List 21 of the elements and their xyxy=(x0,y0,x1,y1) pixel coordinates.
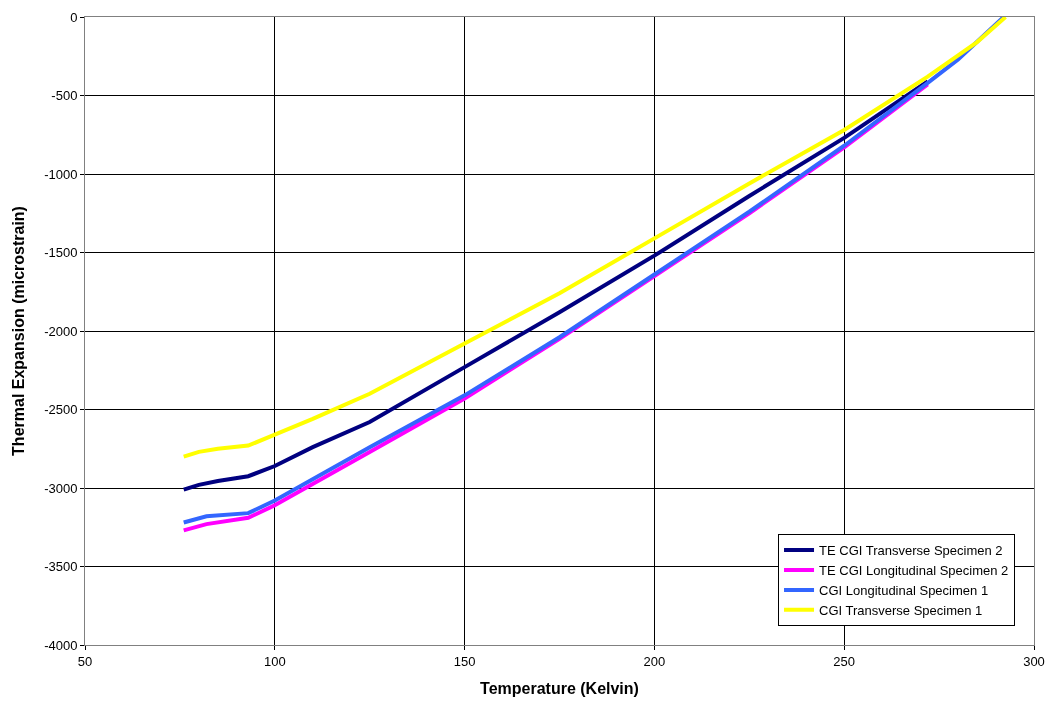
y-tick-label: -500 xyxy=(51,88,78,104)
x-tick-label: 250 xyxy=(833,653,856,669)
y-tick-label: -2500 xyxy=(44,402,78,418)
x-axis-title: Temperature (Kelvin) xyxy=(480,680,639,698)
x-tick-label: 100 xyxy=(263,653,286,669)
y-tick-label: -4000 xyxy=(44,637,78,653)
x-tick-label: 150 xyxy=(453,653,476,669)
y-tick-label: -3000 xyxy=(44,480,78,496)
y-axis-title: Thermal Expansion (microstrain) xyxy=(10,206,28,456)
legend-label: TE CGI Longitudinal Specimen 2 xyxy=(819,563,1009,579)
legend-label: TE CGI Transverse Specimen 2 xyxy=(819,543,1003,559)
legend-label: CGI Transverse Specimen 1 xyxy=(819,602,983,618)
y-tick-label: -2000 xyxy=(44,323,78,339)
y-tick-label: -1500 xyxy=(44,245,78,261)
legend-label: CGI Longitudinal Specimen 1 xyxy=(819,582,989,598)
x-tick-label: 200 xyxy=(643,653,666,669)
x-tick-label: 50 xyxy=(77,653,93,669)
x-tick-label: 300 xyxy=(1023,653,1045,669)
y-tick-label: -1000 xyxy=(44,166,78,182)
y-tick-label: -3500 xyxy=(44,559,78,575)
y-tick-label: 0 xyxy=(70,9,78,25)
